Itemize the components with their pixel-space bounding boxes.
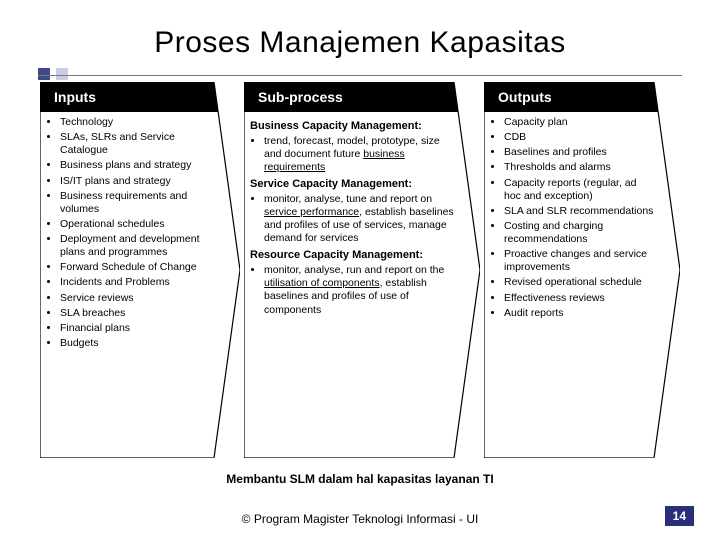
- subprocess-heading: Service Capacity Management:: [250, 178, 456, 192]
- list-item: Proactive changes and service improvemen…: [504, 248, 656, 274]
- list-item: trend, forecast, model, prototype, size …: [264, 135, 456, 174]
- arrow-body-outputs: Capacity plan CDB Baselines and profiles Th…: [490, 116, 656, 452]
- list-item: Effectiveness reviews: [504, 292, 656, 305]
- list-item: SLAs, SLRs and Service Catalogue: [60, 131, 216, 157]
- list-item: Business plans and strategy: [60, 159, 216, 172]
- arrow-header-outputs: Outputs: [484, 82, 654, 112]
- item-list: Technology SLAs, SLRs and Service Catalog…: [46, 116, 216, 350]
- arrow-header-subprocess: Sub-process: [244, 82, 454, 112]
- list-item: Technology: [60, 116, 216, 129]
- list-item: Capacity plan: [504, 116, 656, 129]
- slide-title: Proses Manajemen Kapasitas: [28, 26, 692, 60]
- arrow-inputs: Inputs Technology SLAs, SLRs and Service C…: [40, 82, 240, 458]
- list-item: Capacity reports (regular, ad hoc and ex…: [504, 177, 656, 203]
- list-item: SLA breaches: [60, 307, 216, 320]
- list-item: monitor, analyse, run and report on the …: [264, 264, 456, 317]
- arrow-body-inputs: Technology SLAs, SLRs and Service Catalog…: [46, 116, 216, 452]
- list-item: IS/IT plans and strategy: [60, 175, 216, 188]
- list-item: Thresholds and alarms: [504, 161, 656, 174]
- subprocess-list: monitor, analyse, run and report on the …: [250, 264, 456, 317]
- capacity-process-diagram: Inputs Technology SLAs, SLRs and Service C…: [40, 82, 680, 458]
- subprocess-heading: Business Capacity Management:: [250, 120, 456, 134]
- list-item: SLA and SLR recommendations: [504, 205, 656, 218]
- arrow-outputs: Outputs Capacity plan CDB Baselines and pro…: [484, 82, 680, 458]
- list-item: Audit reports: [504, 307, 656, 320]
- arrow-body-subprocess: Business Capacity Management:trend, fore…: [250, 116, 456, 452]
- arrow-header-inputs: Inputs: [40, 82, 214, 112]
- title-rule: [38, 75, 682, 76]
- subprocess-list: trend, forecast, model, prototype, size …: [250, 135, 456, 174]
- list-item: Service reviews: [60, 292, 216, 305]
- subprocess-heading: Resource Capacity Management:: [250, 249, 456, 263]
- item-list: Capacity plan CDB Baselines and profiles Th…: [490, 116, 656, 320]
- slide-subtitle: Membantu SLM dalam hal kapasitas layanan…: [0, 472, 720, 486]
- list-item: Forward Schedule of Change: [60, 261, 216, 274]
- list-item: Costing and charging recommendations: [504, 220, 656, 246]
- list-item: Revised operational schedule: [504, 276, 656, 289]
- list-item: CDB: [504, 131, 656, 144]
- list-item: Deployment and development plans and pro…: [60, 233, 216, 259]
- subprocess-list: monitor, analyse, tune and report on ser…: [250, 193, 456, 246]
- list-item: Operational schedules: [60, 218, 216, 231]
- list-item: monitor, analyse, tune and report on ser…: [264, 193, 456, 246]
- list-item: Incidents and Problems: [60, 276, 216, 289]
- slide: Proses Manajemen Kapasitas Inputs Technol…: [0, 0, 720, 540]
- list-item: Financial plans: [60, 322, 216, 335]
- slide-footer: © Program Magister Teknologi Informasi -…: [0, 512, 720, 526]
- list-item: Baselines and profiles: [504, 146, 656, 159]
- list-item: Business requirements and volumes: [60, 190, 216, 216]
- arrow-subprocess: Sub-process Business Capacity Management:…: [244, 82, 480, 458]
- list-item: Budgets: [60, 337, 216, 350]
- page-number: 14: [665, 506, 694, 526]
- accent-decoration: [38, 68, 68, 80]
